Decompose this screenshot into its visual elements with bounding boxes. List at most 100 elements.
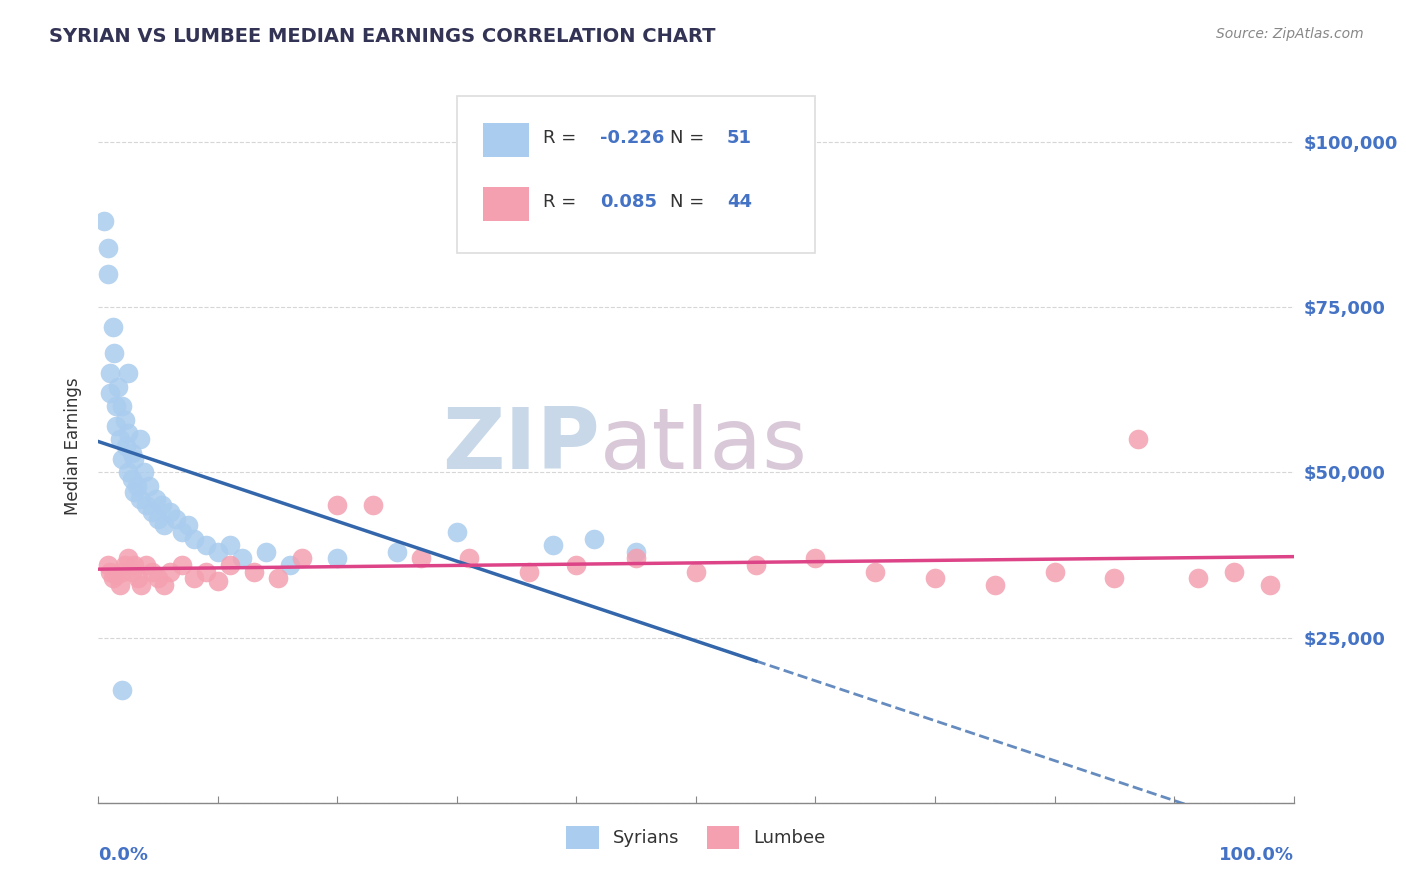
Point: [984, 578, 1007, 592]
Point: [219, 558, 242, 572]
Point: [565, 558, 588, 572]
Point: [458, 551, 481, 566]
Point: [105, 567, 128, 582]
Point: [1043, 565, 1066, 579]
Point: [326, 499, 349, 513]
Point: [114, 412, 136, 426]
Point: [148, 511, 170, 525]
Point: [517, 565, 540, 579]
Point: [1223, 565, 1246, 579]
Point: [131, 578, 153, 592]
Point: [97, 558, 120, 572]
Text: N =: N =: [669, 128, 710, 146]
Point: [108, 578, 131, 592]
Point: [135, 558, 157, 572]
Point: [121, 445, 143, 459]
Point: [121, 565, 143, 579]
Point: [183, 532, 205, 546]
Point: [159, 505, 181, 519]
Point: [111, 452, 134, 467]
Point: [385, 545, 409, 559]
Point: [141, 505, 163, 519]
Text: 44: 44: [727, 193, 752, 211]
FancyBboxPatch shape: [457, 96, 815, 253]
Point: [111, 400, 134, 414]
Point: [626, 545, 648, 559]
Text: ZIP: ZIP: [443, 404, 600, 488]
Y-axis label: Median Earnings: Median Earnings: [63, 377, 82, 515]
Bar: [484, 123, 529, 157]
Point: [111, 565, 134, 579]
Point: [177, 518, 200, 533]
Point: [291, 551, 314, 566]
Text: R =: R =: [543, 128, 582, 146]
Text: -0.226: -0.226: [600, 128, 665, 146]
Point: [865, 565, 887, 579]
Text: R =: R =: [543, 193, 582, 211]
Point: [98, 386, 122, 401]
Point: [129, 491, 152, 506]
Point: [145, 491, 167, 506]
Text: Source: ZipAtlas.com: Source: ZipAtlas.com: [1216, 27, 1364, 41]
Point: [105, 419, 128, 434]
Point: [626, 551, 648, 566]
Text: 0.0%: 0.0%: [98, 846, 149, 863]
Point: [411, 551, 433, 566]
Point: [103, 346, 125, 360]
Point: [685, 565, 707, 579]
Point: [172, 524, 194, 539]
Text: 51: 51: [727, 128, 752, 146]
Legend: Syrians, Lumbee: Syrians, Lumbee: [557, 817, 835, 858]
Point: [1187, 571, 1209, 585]
Point: [207, 574, 229, 589]
Point: [138, 478, 160, 492]
Point: [183, 571, 205, 585]
Point: [117, 551, 139, 566]
Point: [243, 565, 266, 579]
Point: [148, 571, 170, 585]
Point: [115, 439, 138, 453]
Text: N =: N =: [669, 193, 710, 211]
Point: [97, 267, 120, 281]
Point: [153, 518, 176, 533]
Point: [446, 524, 468, 539]
Point: [127, 571, 149, 585]
Point: [267, 571, 290, 585]
Bar: [484, 187, 529, 221]
Text: atlas: atlas: [600, 404, 808, 488]
Point: [101, 320, 124, 334]
Point: [326, 551, 349, 566]
Point: [108, 433, 131, 447]
Point: [129, 433, 152, 447]
Point: [165, 511, 187, 525]
Point: [98, 367, 122, 381]
Point: [114, 558, 136, 572]
Point: [124, 558, 146, 572]
Point: [231, 551, 253, 566]
Point: [195, 538, 218, 552]
Text: 0.085: 0.085: [600, 193, 658, 211]
Point: [132, 466, 155, 480]
Point: [101, 571, 124, 585]
Point: [219, 538, 242, 552]
Point: [105, 400, 128, 414]
Point: [745, 558, 768, 572]
Point: [278, 558, 301, 572]
Point: [125, 478, 148, 492]
Point: [541, 538, 564, 552]
Point: [1104, 571, 1126, 585]
Point: [93, 214, 115, 228]
Point: [117, 466, 139, 480]
Point: [159, 565, 181, 579]
Point: [254, 545, 277, 559]
Point: [153, 578, 176, 592]
Point: [172, 558, 194, 572]
Point: [124, 452, 146, 467]
Point: [363, 499, 385, 513]
Point: [804, 551, 827, 566]
Point: [1258, 578, 1281, 592]
Point: [135, 499, 157, 513]
Point: [124, 485, 146, 500]
Point: [207, 545, 229, 559]
Point: [107, 379, 129, 393]
